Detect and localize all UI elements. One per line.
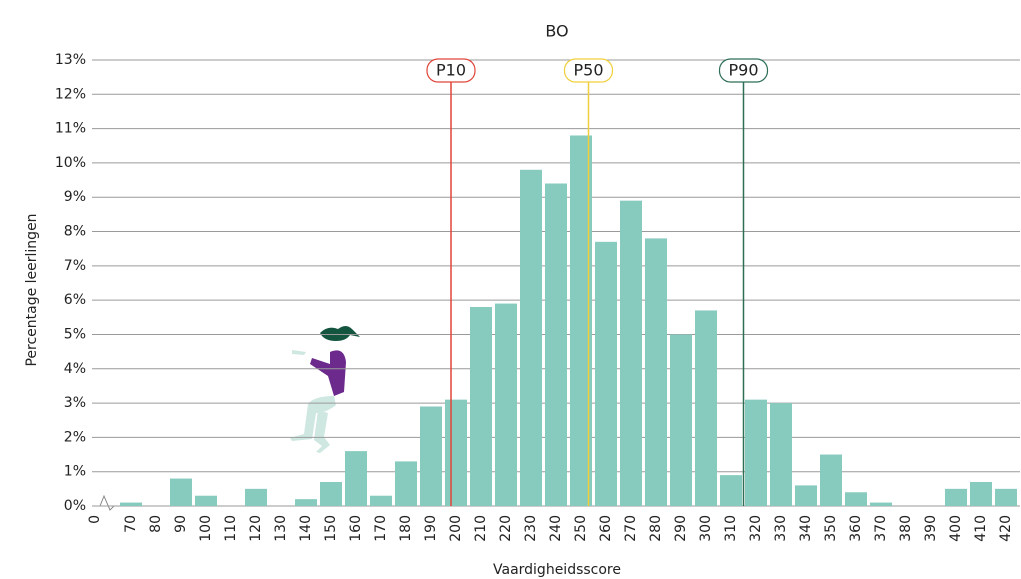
bar (720, 475, 742, 506)
x-tick-label: 220 (498, 515, 514, 542)
x-tick-label: 340 (798, 515, 814, 542)
bar (470, 307, 492, 506)
bar (295, 499, 317, 506)
bar (595, 241, 617, 507)
y-tick-label: 2% (64, 429, 86, 445)
bar (620, 200, 642, 506)
y-tick-label: 4% (64, 361, 86, 377)
x-tick-label: 260 (598, 515, 614, 542)
bar (445, 399, 467, 506)
x-tick-label: 370 (873, 515, 889, 542)
y-tick-label: 8% (64, 224, 86, 240)
bar (945, 488, 967, 506)
y-tick-label: 0% (64, 498, 86, 514)
percentile-badge (563, 58, 614, 83)
percentile-badge (718, 58, 769, 83)
percentile-label: P90 (728, 61, 758, 80)
bar (170, 478, 192, 506)
x-tick-label: 390 (923, 515, 939, 542)
axis-break (92, 494, 120, 511)
x-tick-label: 320 (748, 515, 764, 542)
x-tick-label: 380 (898, 515, 914, 542)
bar (845, 492, 867, 506)
bar (245, 488, 267, 506)
x-tick-label: 290 (673, 515, 689, 542)
x-tick-label: 230 (523, 515, 539, 542)
bar (820, 454, 842, 506)
bar (420, 406, 442, 506)
bar (570, 135, 592, 506)
y-tick-label: 10% (55, 155, 86, 171)
x-tick-label: 350 (823, 515, 839, 542)
x-tick-label: 410 (973, 515, 989, 542)
x-axis-label: Vaardigheidsscore (493, 562, 621, 578)
x-tick-label: 200 (448, 515, 464, 542)
y-tick-label: 9% (64, 189, 86, 205)
x-tick-label: 70 (123, 515, 139, 533)
y-axis-label: Percentage leerlingen (24, 213, 40, 366)
x-tick-label: 210 (473, 515, 489, 542)
x-tick-label: 300 (698, 515, 714, 542)
illustration (290, 326, 360, 453)
y-tick-label: 11% (55, 121, 86, 137)
bar (795, 485, 817, 506)
y-tick-label: 13% (55, 52, 86, 68)
percentile-label: P10 (436, 61, 466, 80)
x-tick-label: 110 (223, 515, 239, 542)
bar (995, 488, 1017, 506)
y-tick-label: 3% (64, 395, 86, 411)
bar (770, 403, 792, 506)
x-tick-label: 240 (548, 515, 564, 542)
x-tick-label: 80 (148, 515, 164, 533)
bar (870, 502, 892, 506)
percentile-badge (426, 58, 476, 83)
x-tick-label: 270 (623, 515, 639, 542)
x-tick-label: 400 (948, 515, 964, 542)
x-tick-label: 190 (423, 515, 439, 542)
y-tick-label: 6% (64, 292, 86, 308)
x-tick-label: 250 (573, 515, 589, 542)
percentile-label: P50 (573, 61, 603, 80)
bar (645, 238, 667, 506)
bar (345, 451, 367, 506)
bar (520, 169, 542, 507)
x-tick-label: 100 (198, 515, 214, 542)
bar (670, 334, 692, 506)
y-tick-label: 12% (55, 86, 86, 102)
bar (545, 183, 567, 506)
y-tick-label: 7% (64, 258, 86, 274)
x-tick-label: 150 (323, 515, 339, 542)
x-tick-label: 90 (173, 515, 189, 533)
x-tick-label: 180 (398, 515, 414, 542)
bar (695, 310, 717, 506)
x-tick-label: 120 (248, 515, 264, 542)
x-tick-label: 360 (848, 515, 864, 542)
bar (195, 495, 217, 506)
chart-title: BO (545, 22, 568, 41)
x-tick-label: 170 (373, 515, 389, 542)
x-tick-label: 310 (723, 515, 739, 542)
x-tick-label: 420 (998, 515, 1014, 542)
bar (745, 399, 767, 506)
x-tick-label: 130 (273, 515, 289, 542)
bar (395, 461, 417, 506)
x-tick-label: 280 (648, 515, 664, 542)
bar (970, 481, 992, 506)
bar (370, 495, 392, 506)
x-tick-label: 160 (348, 515, 364, 542)
bar (320, 481, 342, 506)
bar (495, 303, 517, 506)
x-tick-label: 0 (87, 515, 103, 524)
bar (120, 502, 142, 506)
y-tick-label: 5% (64, 326, 86, 342)
x-tick-label: 140 (298, 515, 314, 542)
x-tick-label: 330 (773, 515, 789, 542)
y-tick-label: 1% (64, 464, 86, 480)
